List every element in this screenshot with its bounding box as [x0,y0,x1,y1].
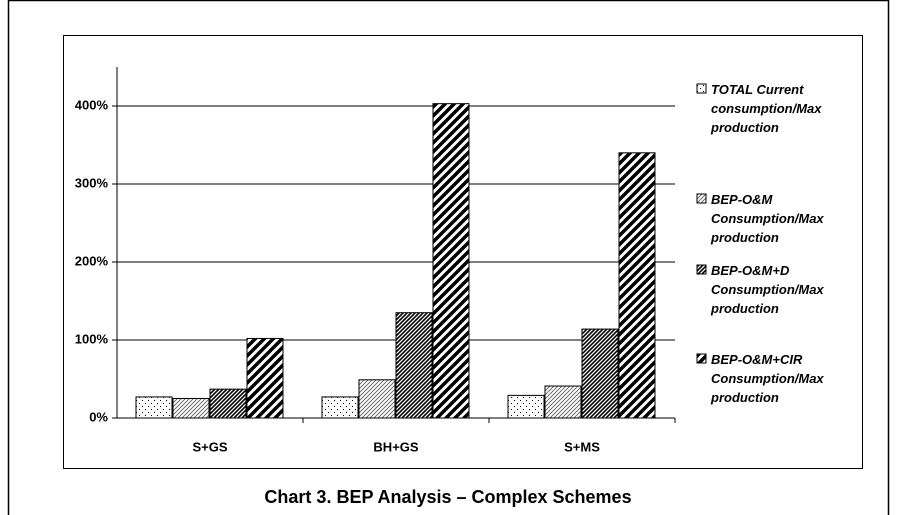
legend-label: BEP-O&M+D Consumption/Max production [711,263,824,316]
bar [507,394,545,419]
legend-swatch [696,264,707,275]
x-tick-label: S+MS [564,439,600,454]
y-tick-label: 0% [89,409,108,424]
bar [395,312,433,419]
legend-label: TOTAL Current consumption/Max production [711,82,822,135]
bar [581,328,619,419]
bar [321,396,359,419]
legend-swatch [696,83,707,94]
y-tick-label: 300% [75,175,109,190]
chart-title: Chart 3. BEP Analysis – Complex Schemes [264,487,631,507]
bar [358,379,396,419]
bar [172,398,210,419]
legend-swatch [696,353,707,364]
legend-label: BEP-O&M Consumption/Max production [711,192,824,245]
chart-frame [63,35,863,469]
x-tick-label: S+GS [192,439,227,454]
y-tick-label: 100% [75,331,109,346]
y-tick-label: 400% [75,97,109,112]
bar [544,385,582,419]
legend-swatch [696,193,707,204]
bar [135,396,173,419]
x-tick-label: BH+GS [373,439,418,454]
bar [209,388,247,419]
y-tick-label: 200% [75,253,109,268]
bar [618,152,656,419]
bar [246,337,284,419]
bar [432,103,470,419]
outer-frame [7,0,890,515]
legend-label: BEP-O&M+CIR Consumption/Max production [711,352,824,405]
